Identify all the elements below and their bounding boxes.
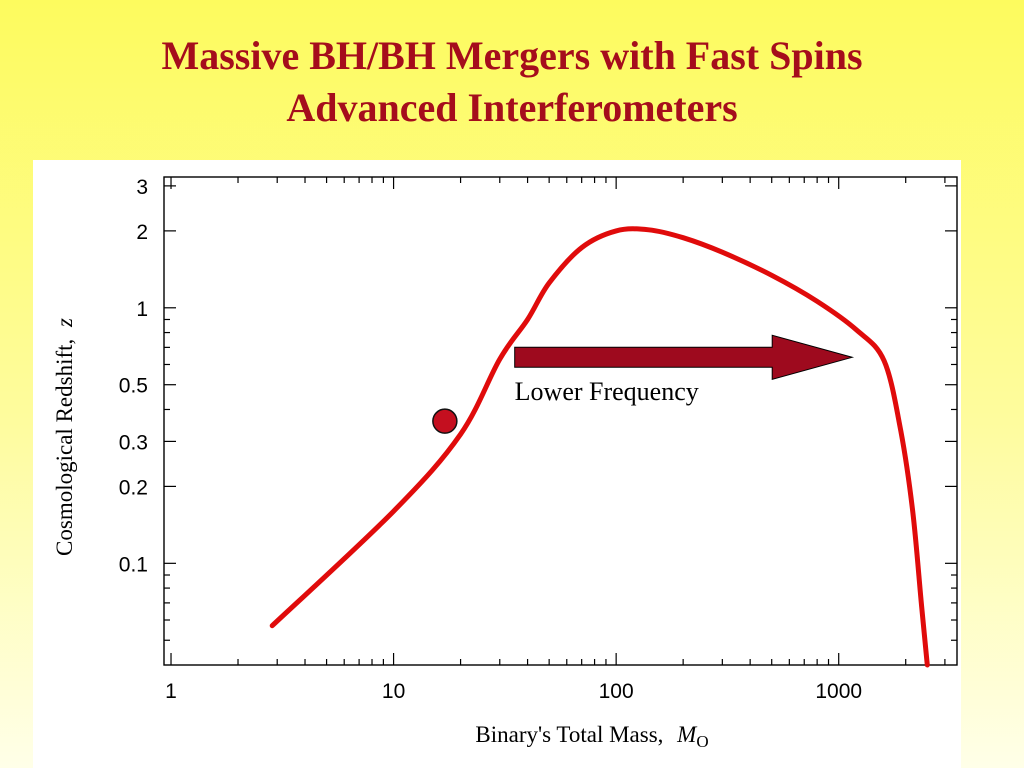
y-tick-label: 1: [136, 298, 148, 321]
x-tick-label: 1: [165, 680, 177, 703]
y-axis-title: Cosmological Redshift, z: [52, 318, 77, 556]
y-tick-label: 0.2: [119, 476, 148, 499]
x-tick-label: 100: [599, 680, 634, 703]
title-line-1: Massive BH/BH Mergers with Fast Spins: [161, 33, 863, 78]
redshift-curve: [269, 226, 930, 668]
y-tick-label: 0.3: [119, 431, 148, 454]
x-tick-labels: 1 10 100 1000: [165, 680, 862, 703]
plot-frame: [163, 176, 958, 666]
x-axis-title: Binary's Total Mass, MO: [475, 722, 708, 751]
slide-title: Massive BH/BH Mergers with Fast Spins Ad…: [0, 30, 1024, 134]
tick-marks: [164, 177, 957, 665]
x-tick-label: 10: [382, 680, 405, 703]
lower-frequency-label: Lower Frequency: [515, 377, 699, 406]
y-tick-label: 3: [136, 176, 148, 199]
y-tick-labels: 0.1 0.2 0.3 0.5 1 2 3: [119, 176, 148, 576]
y-tick-label: 0.1: [119, 553, 148, 576]
y-tick-label: 2: [136, 221, 148, 244]
lower-frequency-arrow: [514, 334, 855, 380]
x-tick-label: 1000: [815, 680, 862, 703]
y-tick-label: 0.5: [119, 375, 148, 398]
current-position-marker: [432, 408, 458, 434]
chart-background: [33, 160, 961, 768]
title-line-2: Advanced Interferometers: [286, 85, 738, 130]
